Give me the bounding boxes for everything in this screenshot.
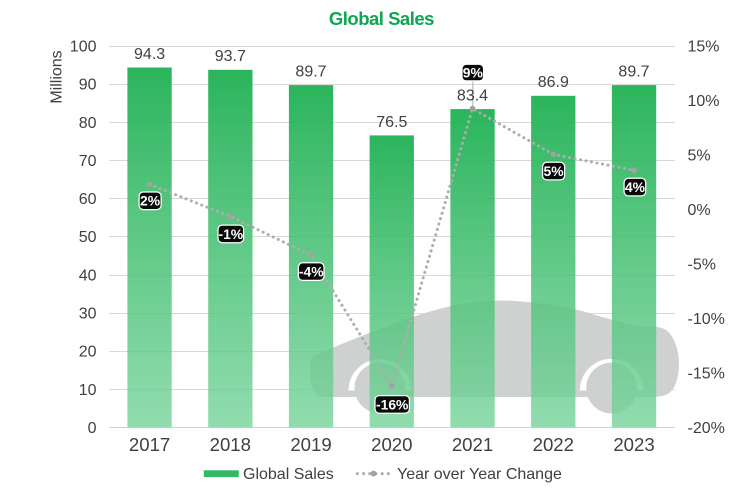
- svg-text:0%: 0%: [688, 202, 711, 219]
- svg-text:93.7: 93.7: [215, 48, 246, 65]
- svg-text:-4%: -4%: [299, 264, 324, 280]
- svg-text:5%: 5%: [544, 163, 564, 179]
- svg-text:-5%: -5%: [688, 256, 716, 273]
- svg-text:2020: 2020: [371, 434, 412, 455]
- svg-text:83.4: 83.4: [457, 88, 488, 105]
- svg-text:2%: 2%: [140, 193, 160, 209]
- svg-text:-15%: -15%: [688, 365, 725, 382]
- svg-text:100: 100: [70, 39, 97, 56]
- svg-text:89.7: 89.7: [618, 64, 649, 81]
- svg-text:Global Sales: Global Sales: [243, 466, 334, 483]
- svg-text:2021: 2021: [452, 434, 493, 455]
- svg-text:4%: 4%: [625, 179, 645, 195]
- svg-text:-10%: -10%: [688, 311, 725, 328]
- svg-text:86.9: 86.9: [538, 74, 569, 91]
- svg-text:20: 20: [79, 344, 97, 361]
- svg-text:9%: 9%: [463, 65, 483, 81]
- svg-text:90: 90: [79, 77, 97, 94]
- svg-text:15%: 15%: [688, 39, 720, 56]
- svg-text:Millions: Millions: [49, 50, 66, 103]
- svg-text:2018: 2018: [210, 434, 251, 455]
- svg-text:2022: 2022: [533, 434, 574, 455]
- svg-text:Year over Year Change: Year over Year Change: [397, 466, 562, 483]
- svg-text:5%: 5%: [688, 148, 711, 165]
- svg-text:30: 30: [79, 306, 97, 323]
- svg-text:89.7: 89.7: [295, 64, 326, 81]
- svg-text:2017: 2017: [129, 434, 170, 455]
- svg-text:10: 10: [79, 382, 97, 399]
- svg-text:-16%: -16%: [376, 396, 408, 412]
- svg-text:0: 0: [88, 420, 97, 437]
- svg-text:94.3: 94.3: [134, 46, 165, 63]
- svg-text:2019: 2019: [290, 434, 331, 455]
- svg-text:76.5: 76.5: [376, 114, 407, 131]
- svg-text:Global Sales: Global Sales: [329, 8, 434, 29]
- svg-text:60: 60: [79, 191, 97, 208]
- svg-text:80: 80: [79, 115, 97, 132]
- svg-text:40: 40: [79, 267, 97, 284]
- svg-text:-20%: -20%: [688, 420, 725, 437]
- svg-text:70: 70: [79, 153, 97, 170]
- svg-text:-1%: -1%: [218, 226, 243, 242]
- svg-text:10%: 10%: [688, 93, 720, 110]
- svg-text:50: 50: [79, 229, 97, 246]
- svg-text:2023: 2023: [613, 434, 654, 455]
